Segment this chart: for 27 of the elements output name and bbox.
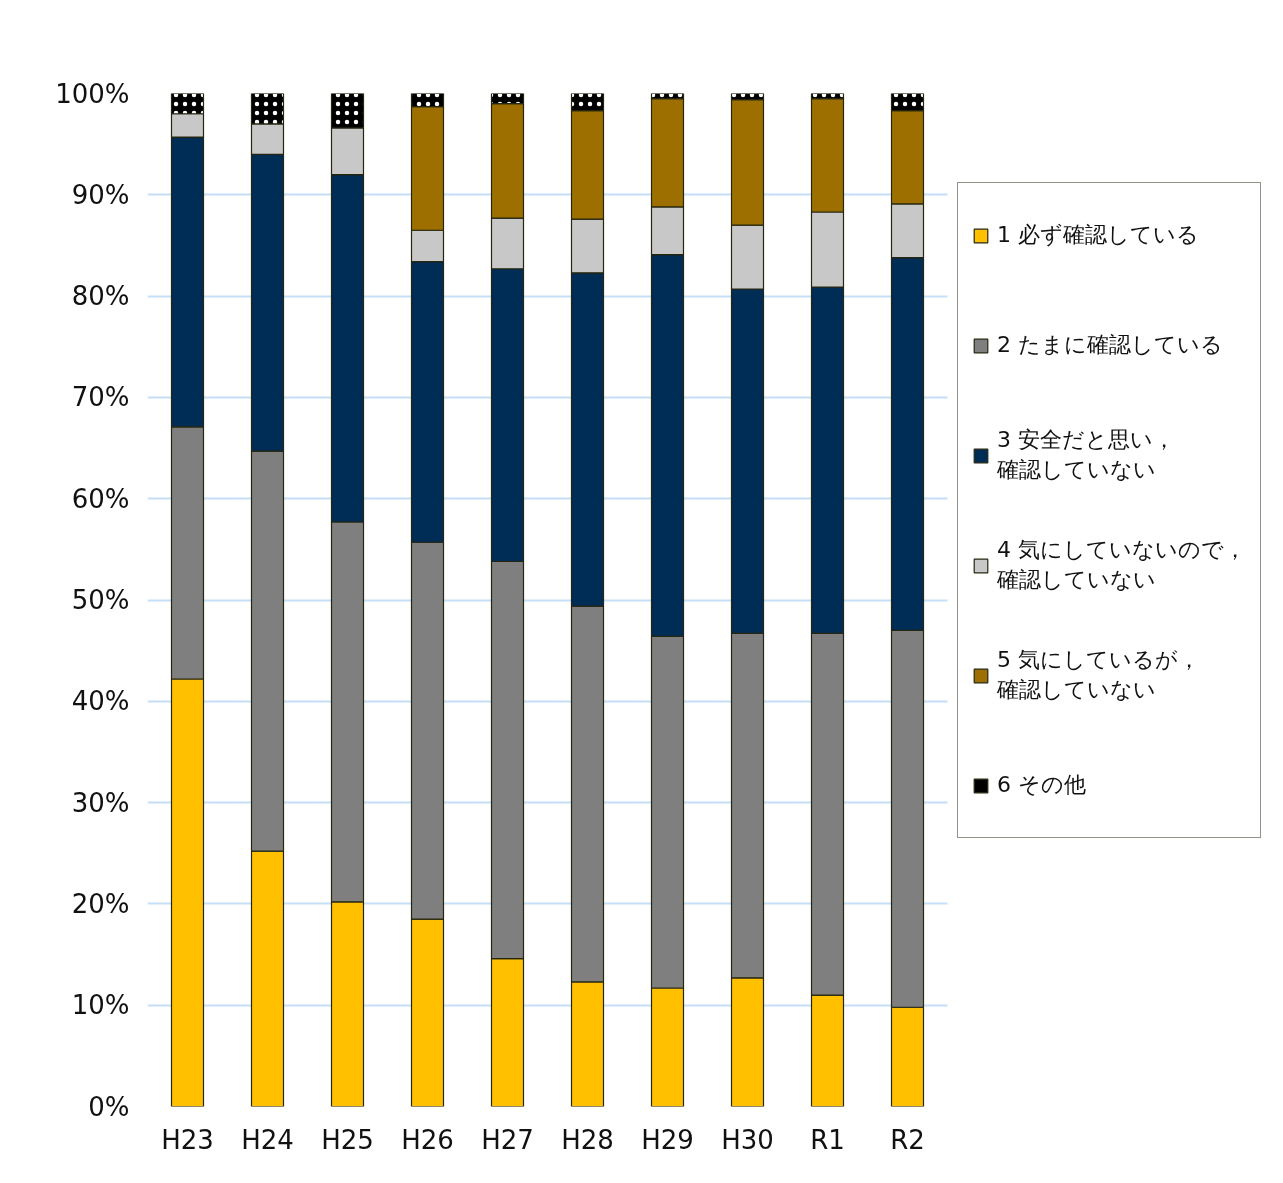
- y-tick-label: 10%: [71, 990, 130, 1021]
- x-tick-label: H23: [161, 1124, 214, 1155]
- y-tick-label: 20%: [71, 888, 130, 919]
- x-tick-label: H24: [241, 1124, 294, 1155]
- legend-label: 2 たまに確認している: [997, 331, 1223, 359]
- y-tick-label: 30%: [71, 787, 130, 818]
- y-tick-label: 100%: [55, 78, 130, 109]
- x-tick-label: H25: [321, 1124, 374, 1155]
- y-tick-label: 40%: [71, 686, 130, 717]
- y-tick-label: 60%: [71, 483, 130, 514]
- legend-label: 3 安全だと思い，確認していない: [997, 426, 1175, 484]
- x-tick-label: H26: [401, 1124, 454, 1155]
- x-tick-label: H28: [561, 1124, 614, 1155]
- x-tick-label: R2: [890, 1124, 925, 1155]
- x-tick-label: R1: [810, 1124, 845, 1155]
- y-tick-label: 70%: [71, 382, 130, 413]
- y-tick-label: 90%: [71, 179, 130, 210]
- y-tick-label: 50%: [71, 585, 130, 615]
- x-tick-label: H27: [481, 1124, 534, 1155]
- x-tick-label: H30: [721, 1124, 774, 1155]
- legend-label: 5 気にしているが，確認していない: [997, 646, 1200, 704]
- y-tick-label: 0%: [88, 1091, 130, 1122]
- legend-label: 1 必ず確認している: [997, 221, 1199, 249]
- y-tick-label: 80%: [71, 281, 130, 312]
- legend-label: 6 その他: [997, 771, 1086, 799]
- x-tick-label: H29: [641, 1124, 694, 1155]
- legend-label: 4 気にしていないので，確認していない: [997, 536, 1246, 594]
